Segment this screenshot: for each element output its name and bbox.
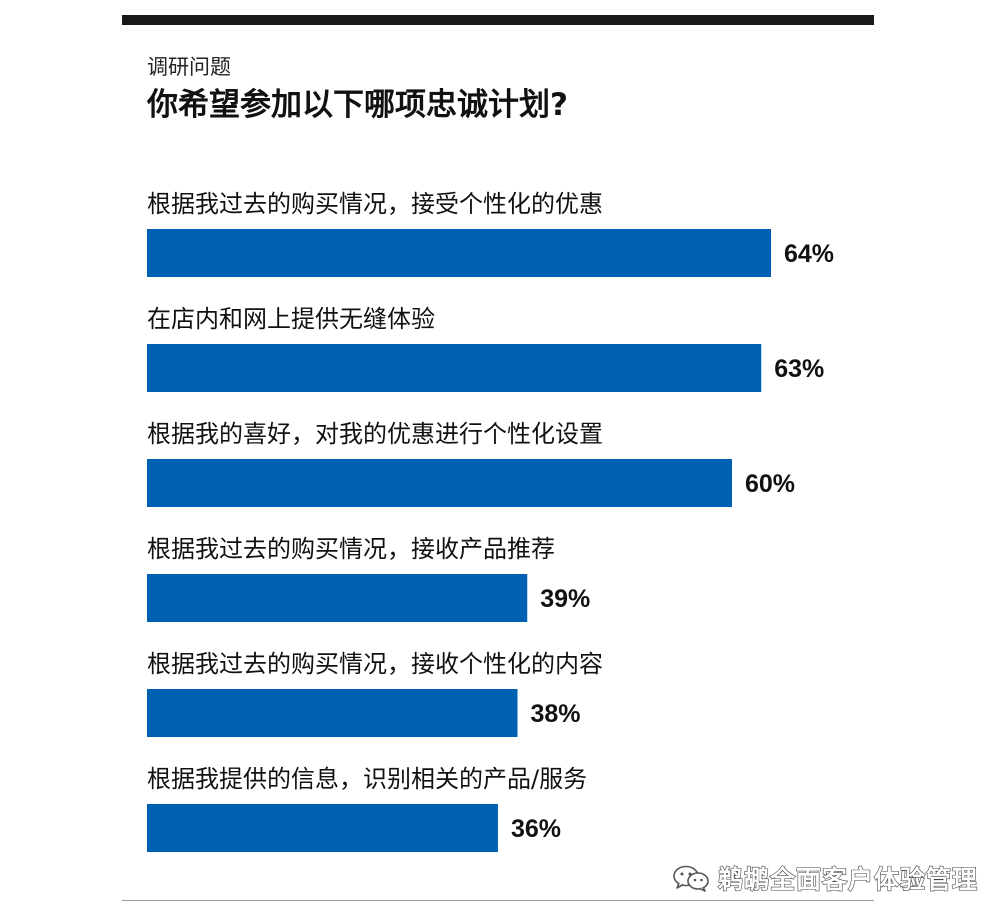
bar xyxy=(147,689,518,737)
value-label: 60% xyxy=(745,470,795,498)
bar xyxy=(147,804,498,852)
value-label: 38% xyxy=(531,700,581,728)
category-label: 根据我的喜好，对我的优惠进行个性化设置 xyxy=(147,420,603,448)
bar xyxy=(147,344,762,392)
category-label: 根据我过去的购买情况，接收产品推荐 xyxy=(147,535,555,563)
category-label: 根据我提供的信息，识别相关的产品/服务 xyxy=(147,765,587,793)
category-label: 根据我过去的购买情况，接受个性化的优惠 xyxy=(147,190,603,218)
top-rule xyxy=(122,15,874,25)
value-label: 63% xyxy=(774,355,824,383)
value-label: 36% xyxy=(511,815,561,843)
value-label: 64% xyxy=(784,240,834,268)
survey-eyebrow: 调研问题 xyxy=(147,55,231,79)
category-label: 在店内和网上提供无缝体验 xyxy=(147,305,435,333)
watermark: 鹈鹕全面客户体验管理 xyxy=(672,858,978,898)
bar xyxy=(147,459,732,507)
bottom-rule xyxy=(122,900,874,901)
bar xyxy=(147,229,771,277)
watermark-text: 鹈鹕全面客户体验管理 xyxy=(717,864,979,894)
category-label: 根据我过去的购买情况，接收个性化的内容 xyxy=(147,650,603,678)
value-label: 39% xyxy=(540,585,590,613)
bar xyxy=(147,574,528,622)
wechat-icon xyxy=(673,865,709,892)
chart-title: 你希望参加以下哪项忠诚计划? xyxy=(147,87,568,123)
